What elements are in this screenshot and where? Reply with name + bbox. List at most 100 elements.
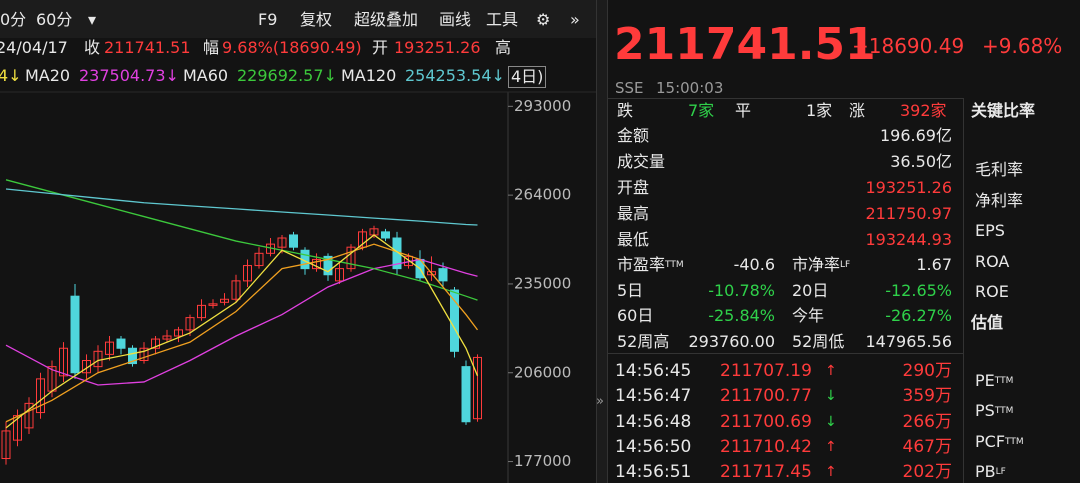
divider [596,0,608,483]
legend-value: 237504.73↓ [79,66,179,85]
trade-price: 211700.69 [720,411,812,432]
stat-label: 金额 [617,126,650,145]
ratio-value: 1.67 [916,255,952,274]
ratio-value: 147965.56 [865,331,952,351]
toolbar-button[interactable]: 复权 [300,10,333,29]
trade-volume: 359万 [902,386,952,407]
time: 15:00:03 [656,79,724,97]
candle-body [231,280,241,300]
toolbar-button[interactable]: 画线 [439,10,472,29]
candle-body [105,341,114,355]
toolbar-button[interactable]: ▾ [88,10,97,29]
trade-time: 14:56:45 [615,361,692,381]
chart: 177000 206000 235000 264000 293000 [0,91,596,483]
toolbar-button[interactable]: 超级叠加 [354,10,419,29]
side-item: PBLF [975,461,1006,481]
candle-body [128,347,137,365]
stat-label: 最高 [617,204,650,223]
toolbar [0,0,596,38]
breadth-value: 7家 [688,101,715,120]
trade-time: 14:56:50 [615,436,692,457]
candle-body [59,347,68,377]
y-tick-label: 293000 [514,97,571,115]
trade-time: 14:56:48 [615,411,692,432]
superscript: LF [840,260,851,270]
superscript: TTM [994,406,1014,417]
stat-value: 193244.93 [865,230,952,249]
expand[interactable]: » [596,394,604,409]
ratio-value: 293760.00 [688,331,775,351]
breadth-label: 平 [735,101,752,120]
stat-value: 211750.97 [865,204,952,223]
toolbar-button[interactable]: » [570,10,580,29]
stat-label: 成交量 [617,152,666,171]
ratio-label: 60日 [617,306,654,325]
trade-arrow: ↑ [825,363,837,379]
separator [608,98,963,99]
info-date: 24/04/17 [0,38,68,57]
y-tick-label: 264000 [514,186,571,204]
side-item: PCFTTM [975,431,1024,451]
legend-name: MA60 [183,66,229,85]
ratio-value: -26.27% [885,306,952,325]
candle-body [70,295,80,374]
ma-line [5,243,479,423]
ma-line [5,258,478,386]
candle-body [185,317,195,331]
info-close: 211741.51 [104,38,191,57]
trade-time: 14:56:51 [615,462,692,483]
side-item: EPS [975,221,1005,241]
candle-body [473,356,482,420]
candle-body [13,415,22,441]
separator [608,353,963,354]
stat-value: 196.69亿 [880,126,952,145]
superscript: TTM [994,376,1014,386]
trade-arrow: ↑ [825,464,837,481]
change: +18690.49 [852,34,965,58]
side-item: 毛利率 [975,160,1024,179]
candle-body [427,271,436,276]
candle-body [220,298,229,303]
exchange: SSE [615,79,644,97]
breadth-label: 跌 [617,101,634,120]
superscript: TTM [1005,436,1024,447]
legend-value: 254253.54↓ [405,66,505,85]
ratio-label: 市盈率TTM [617,255,684,274]
side-title: 估值 [971,313,1004,332]
ratio-label: 52周低 [792,331,845,351]
trade-arrow: ↑ [825,438,837,455]
candle-body [116,338,126,349]
candle-body [151,338,160,349]
ratio-label: 今年 [792,306,825,325]
candle-body [174,329,183,337]
candle-body [358,231,367,248]
y-tick-label: 235000 [514,274,571,292]
toolbar-button[interactable]: 0分 [0,10,27,29]
trade-arrow: ↓ [825,388,837,405]
ratio-value: -40.6 [733,255,775,274]
trade-volume: 266万 [902,411,952,432]
candle-body [381,231,390,239]
stat-label: 最低 [617,230,650,249]
ratio-label: 20日 [792,280,829,300]
side-title: 关键比率 [971,101,1036,120]
stat-label: 开盘 [617,178,650,197]
candle-body [289,234,298,248]
ma-line [5,234,479,429]
info-high-label: 高 [495,38,512,57]
candle-body [335,268,344,282]
info-close-label: 收 [84,38,101,57]
toolbar-button[interactable]: 工具 [486,10,519,29]
ratio-label: 市净率LF [792,255,851,274]
legend-name: MA120 [341,66,397,85]
toolbar-button[interactable]: 60分 [36,10,73,29]
side-item: PSTTM [975,401,1014,421]
candle-body [438,268,448,282]
candle-body [323,255,333,276]
toolbar-button[interactable]: F9 [258,10,278,29]
candle-body [208,303,218,306]
toolbar-button[interactable]: ⚙ [536,10,551,29]
breadth-value: 392家 [900,101,947,120]
y-tick-label: 177000 [514,452,571,470]
side-border [963,98,964,483]
